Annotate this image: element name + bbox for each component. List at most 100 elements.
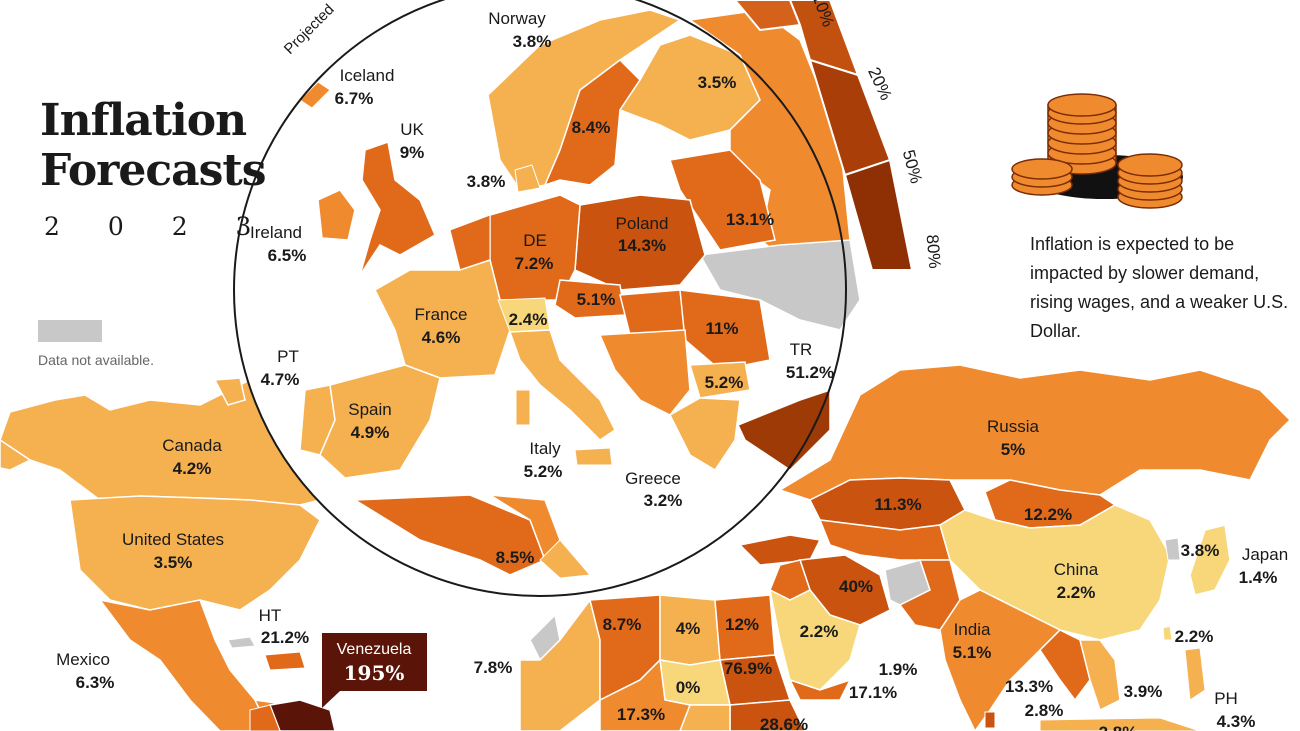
no-data-swatch [38,320,102,342]
sweden-value: 8.4% [572,118,611,137]
ethiopia-value: 28.6% [760,715,808,731]
pakistan-shape [898,559,961,631]
oman-value: 1.9% [879,660,918,679]
baltic-value: 13.1% [726,210,774,229]
scale-seg-4 [843,158,914,271]
uk-shape [359,141,436,276]
algeria-shape [352,494,546,576]
map-labels: Norway 3.8% 3.5% 8.4% Iceland 6.7% UK 9%… [56,9,1288,731]
page-title: Inflation Forecasts [40,96,267,196]
sudan-value: 76.9% [724,659,772,678]
taiwan-shape [1162,625,1173,641]
iran-value: 40% [839,577,873,596]
japan-value: 1.4% [1239,568,1278,587]
americas-region [0,377,336,731]
greece-name: Greece [625,469,681,488]
russia-value: 5% [1001,440,1026,459]
sicily-shape [574,447,613,466]
indo-partial-value: 2.8% [1099,723,1138,731]
spain-value: 4.9% [351,423,390,442]
myanmar2-value: 2.8% [1025,701,1064,720]
us-shape [69,495,321,611]
libya-value: 8.7% [603,615,642,634]
myanmar-value: 13.3% [1005,677,1053,696]
norway-name: Norway [488,9,546,28]
cuba-shape [227,636,256,649]
austria-czech-shape [554,279,626,319]
ireland-name: Ireland [250,223,302,242]
venezuela-name: Venezuela [337,641,412,658]
korea-shape [1164,537,1181,561]
uk-value: 9% [400,143,425,162]
europe-circle [233,0,861,597]
scale-tick-20: 20% [864,64,896,103]
nigeria-shape [599,658,692,731]
baltics-shape [669,149,776,251]
turkey-shape [736,388,831,471]
taiwan-value: 2.2% [1175,627,1214,646]
swiss-value: 2.4% [509,310,548,329]
denmark-value: 3.8% [467,172,506,191]
finland-value: 3.5% [698,73,737,92]
egypt-w-value: 4% [676,619,701,638]
caucasus-shape [738,534,822,566]
denmark-shape [514,164,541,193]
caribbean-shape [264,651,306,671]
mongolia-value: 12.2% [1024,505,1072,524]
japan-shape [1189,524,1231,596]
greenland-shape [213,377,246,406]
europe-circle-outline [233,0,847,597]
ireland-shape [317,189,356,241]
circle-caption: Projected [281,1,338,58]
hungary-shape [619,289,686,336]
italy-value: 5.2% [524,462,563,481]
china-name: China [1054,560,1099,579]
pt-value: 4.7% [261,370,300,389]
spain-shape [319,364,441,479]
venezuela-callout-box [322,633,427,691]
japan-side-value: 3.8% [1181,541,1220,560]
colombia-shape [249,704,281,731]
ireland-value: 6.5% [268,246,307,265]
ph-name: PH [1214,689,1238,708]
china-value: 2.2% [1057,583,1096,602]
ph-value: 4.3% [1217,712,1256,731]
belarus-ukraine-shape [698,239,861,331]
uk-name: UK [400,120,424,139]
italy-shape [508,329,616,441]
venezuela-callout-pointer [322,691,340,708]
africa-w-value: 7.8% [474,658,513,677]
pt-name: PT [277,347,299,366]
inflation-note: Inflation is expected to be impacted by … [1030,234,1289,341]
russia-name: Russia [987,417,1040,436]
us-name: United States [122,530,224,549]
scale-tick-80: 80% [923,234,945,270]
tr-value: 51.2% [786,363,834,382]
asia-region [738,364,1292,731]
title-year: 2 0 2 3 [44,212,272,241]
c-africa-shape [679,704,731,731]
alaska-shape [0,439,32,471]
philippines-shape [1184,647,1206,701]
ht-name: HT [259,606,282,625]
nigeria-value: 17.3% [617,705,665,724]
japan-name: Japan [1242,545,1288,564]
greece-shape [669,397,741,472]
us-value: 3.5% [154,553,193,572]
iceland-value: 6.7% [335,89,374,108]
chad-value: 0% [676,678,701,697]
bulgaria-shape [689,361,751,399]
mexico-value: 6.3% [76,673,115,692]
coins-icon [1011,93,1183,209]
indonesia-shape [1039,717,1201,731]
france-value: 4.6% [422,328,461,347]
greece-value: 3.2% [644,491,683,510]
romania-value: 11% [705,319,738,338]
w-africa-shape [519,598,601,731]
de-value: 7.2% [515,254,554,273]
de-name: DE [523,231,547,250]
kaz-value: 11.3% [874,495,921,514]
italy-name: Italy [529,439,561,458]
title-line-2: Forecasts [40,145,267,196]
